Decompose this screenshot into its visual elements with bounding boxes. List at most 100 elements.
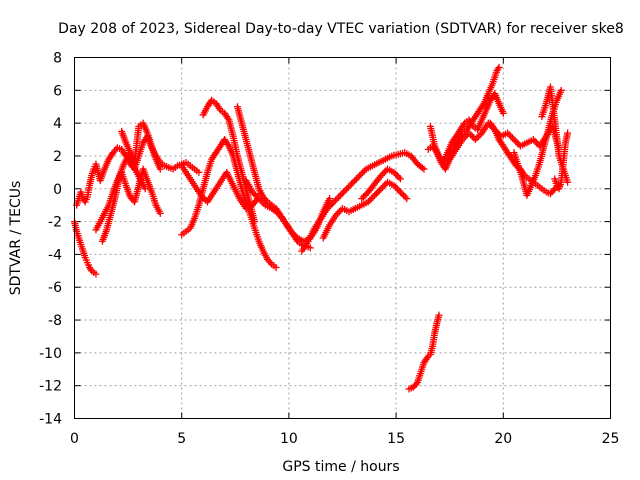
data-point	[199, 193, 207, 201]
data-point	[401, 193, 409, 201]
data-point	[468, 132, 476, 140]
data-point	[377, 172, 385, 180]
data-point	[197, 191, 205, 199]
data-point	[340, 188, 348, 196]
data-point	[306, 244, 314, 252]
data-point	[494, 65, 502, 73]
y-tick-label: -14	[39, 412, 62, 428]
data-point	[418, 164, 426, 172]
data-point	[459, 136, 467, 144]
data-point	[364, 198, 372, 206]
data-point	[396, 188, 404, 196]
data-point	[326, 195, 334, 203]
data-point	[564, 178, 572, 186]
data-point	[395, 186, 403, 194]
data-point	[260, 200, 268, 208]
data-point	[473, 134, 481, 142]
data-point	[471, 136, 479, 144]
data-point	[379, 170, 387, 178]
data-point	[359, 168, 367, 176]
data-point	[460, 134, 468, 142]
data-point	[121, 150, 129, 158]
y-tick-label: 8	[53, 51, 62, 67]
data-point	[334, 209, 342, 217]
data-point	[467, 131, 475, 139]
data-point	[332, 211, 340, 219]
data-point	[255, 195, 263, 203]
data-point	[251, 218, 259, 226]
data-point	[529, 136, 537, 144]
data-point	[479, 101, 487, 109]
x-tick-label: 5	[177, 431, 186, 447]
data-point	[499, 109, 507, 117]
data-point	[531, 137, 539, 145]
data-point	[346, 181, 354, 189]
x-tick-label: 20	[494, 431, 512, 447]
points-layer	[71, 63, 572, 393]
data-point	[490, 124, 498, 132]
y-tick-label: 6	[53, 83, 62, 99]
y-tick-label: -12	[39, 379, 62, 395]
data-point	[250, 190, 258, 198]
data-point	[465, 129, 473, 137]
y-tick-label: 2	[53, 149, 62, 165]
x-tick-label: 10	[280, 431, 298, 447]
data-point	[215, 104, 223, 112]
data-point	[336, 191, 344, 199]
data-point	[423, 354, 431, 362]
data-point	[379, 183, 387, 191]
data-point	[252, 191, 260, 199]
y-tick-label: -8	[48, 313, 62, 329]
data-point	[369, 193, 377, 201]
data-point	[357, 170, 365, 178]
data-point	[358, 195, 366, 203]
data-point	[92, 270, 100, 278]
data-point	[224, 114, 232, 122]
data-point	[462, 132, 470, 140]
data-point	[287, 227, 295, 235]
data-point	[327, 201, 335, 209]
data-point	[390, 181, 398, 189]
data-point	[224, 140, 232, 148]
data-point	[141, 185, 149, 193]
data-point	[374, 188, 382, 196]
data-point	[392, 170, 400, 178]
data-point	[323, 204, 331, 212]
data-point	[367, 195, 375, 203]
data-point	[372, 190, 380, 198]
data-point	[195, 168, 203, 176]
data-point	[156, 165, 164, 173]
data-point	[248, 188, 256, 196]
data-point	[352, 175, 360, 183]
data-point	[504, 129, 512, 137]
data-point	[377, 185, 385, 193]
x-tick-label: 0	[70, 431, 79, 447]
data-point	[476, 131, 484, 139]
data-point	[460, 121, 468, 129]
data-point	[266, 259, 274, 267]
data-point	[512, 137, 520, 145]
data-point	[533, 139, 541, 147]
y-axis-label: SDTVAR / TECUs	[8, 181, 24, 296]
data-point	[289, 229, 297, 237]
y-tick-label: -4	[48, 247, 62, 263]
y-tick-label: -6	[48, 280, 62, 296]
data-point	[361, 191, 369, 199]
data-point	[335, 208, 343, 216]
data-point	[200, 195, 208, 203]
data-point	[325, 203, 333, 211]
data-point	[359, 193, 367, 201]
data-point	[400, 191, 408, 199]
data-point	[338, 190, 346, 198]
data-point	[341, 186, 349, 194]
plot-frame	[74, 57, 611, 419]
data-point	[253, 193, 261, 201]
x-tick-label: 25	[602, 431, 620, 447]
x-axis-label: GPS time / hours	[282, 459, 399, 475]
data-point	[272, 264, 280, 272]
data-point	[393, 172, 401, 180]
data-point	[420, 165, 428, 173]
data-point	[290, 231, 298, 239]
data-point	[87, 265, 95, 273]
